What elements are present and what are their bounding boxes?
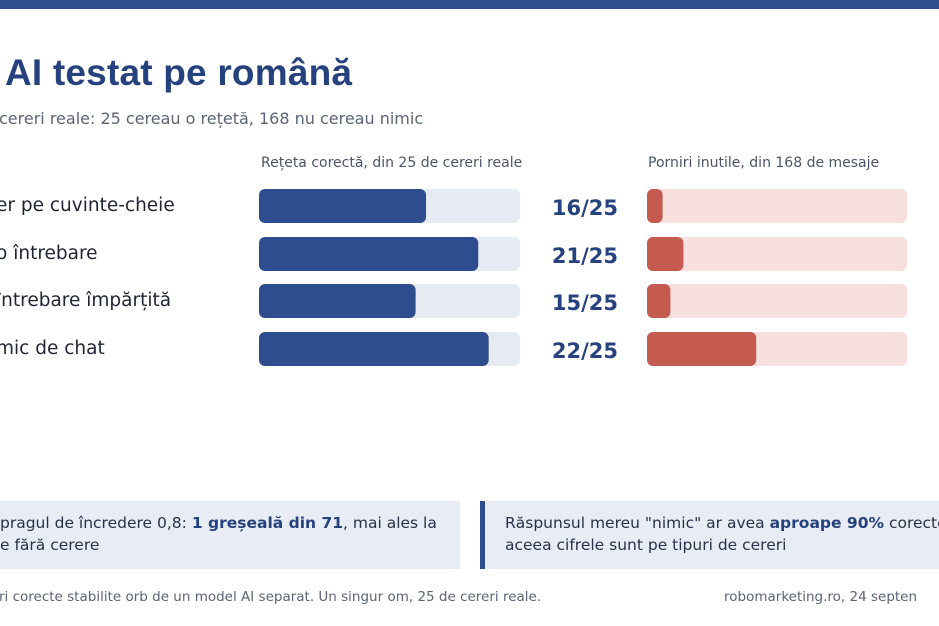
note-left-pre: pragul de încredere 0,8: — [0, 514, 192, 532]
bar-chart: 16/25 21/25 15/25 22/25 — [259, 189, 907, 366]
value-label-0: 16/25 — [552, 196, 618, 220]
note-right-pre: Răspunsul mereu "nimic" ar avea — [505, 514, 770, 532]
note-right-post: corecte — [888, 514, 939, 532]
top-accent-band — [0, 0, 939, 9]
bar-p1-1 — [647, 237, 684, 271]
column-header-useless-triggers: Porniri inutile, din 168 de mesaje — [648, 155, 880, 171]
note-left-post: , mai ales la — [343, 514, 437, 532]
row-label-split-question: întrebare împărțită — [0, 290, 172, 311]
footer-methodology-note: ri corecte stabilite orb de un model AI … — [0, 589, 542, 605]
note-left-line-2: e fără cerere — [0, 536, 100, 554]
bar-track-p1-1 — [647, 237, 907, 271]
row-label-one-question: o întrebare — [0, 243, 98, 264]
bar-track-p1-2 — [647, 284, 907, 318]
row-label-chat-nothing: mic de chat — [0, 338, 105, 359]
note-right-highlight: aproape 90% — [769, 514, 885, 532]
bar-track-p1-0 — [647, 189, 907, 223]
note-left-line-1: pragul de încredere 0,8: 1 greșeală din … — [0, 512, 460, 534]
note-confidence-threshold: pragul de încredere 0,8: 1 greșeală din … — [0, 501, 460, 569]
bar-p1-0 — [647, 189, 663, 223]
value-label-2: 15/25 — [552, 291, 618, 315]
bar-p1-3 — [647, 332, 757, 366]
note-right-line-1: Răspunsul mereu "nimic" ar avea aproape … — [505, 512, 939, 534]
page-subtitle: cereri reale: 25 cereau o rețetă, 168 nu… — [0, 109, 424, 128]
value-label-1: 21/25 — [552, 244, 618, 268]
page-title: AI testat pe română — [5, 52, 353, 93]
note-always-nothing-baseline: Răspunsul mereu "nimic" ar avea aproape … — [480, 501, 939, 569]
value-label-3: 22/25 — [552, 339, 618, 363]
note-right-line-2: aceea cifrele sunt pe tipuri de cereri — [505, 536, 787, 554]
bar-p0-2 — [259, 284, 416, 318]
column-header-correct-recipe: Rețeta corectă, din 25 de cereri reale — [261, 155, 523, 171]
note-left-highlight: 1 greșeală din 71 — [191, 514, 344, 532]
row-label-keyword-matching: er pe cuvinte-cheie — [0, 195, 175, 216]
bar-p1-2 — [647, 284, 671, 318]
footer-source-date: robomarketing.ro, 24 septen — [724, 589, 918, 605]
bar-p0-0 — [259, 189, 427, 223]
bar-p0-1 — [259, 237, 479, 271]
bar-p0-3 — [259, 332, 489, 366]
